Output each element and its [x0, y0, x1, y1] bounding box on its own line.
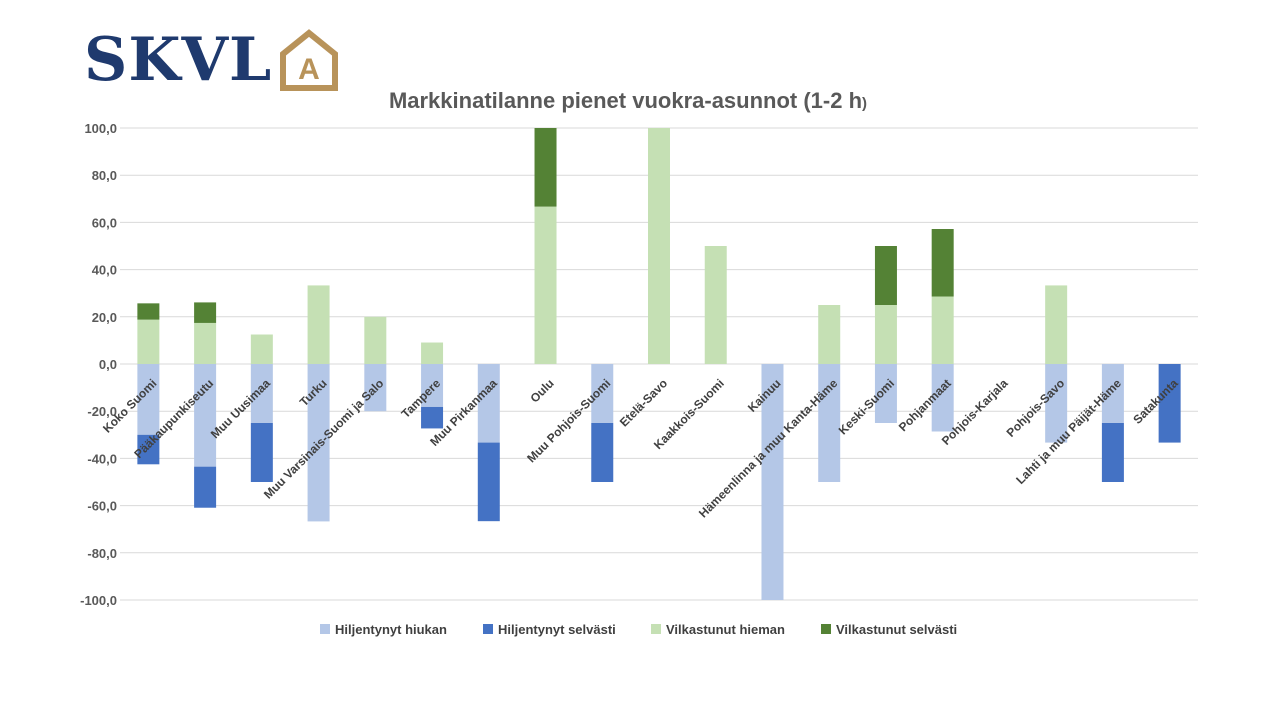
y-tick-label: -80,0	[87, 546, 117, 561]
chart-title: Markkinatilanne pienet vuokra-asunnot (1…	[0, 88, 1256, 114]
bar-segment	[1045, 285, 1068, 364]
bar-segment	[1045, 364, 1068, 443]
chart-title-suffix: )	[862, 95, 868, 112]
bar-segment	[137, 319, 160, 364]
bar-segment	[761, 364, 784, 600]
bar-segment	[931, 364, 954, 432]
bar-segment	[250, 334, 273, 364]
house-logo-icon: A	[280, 29, 339, 91]
bar-segment	[874, 246, 897, 305]
bar-segment	[477, 364, 500, 443]
bar-segment	[194, 364, 217, 467]
legend-swatch	[651, 624, 661, 634]
legend-swatch	[483, 624, 493, 634]
y-tick-label: 80,0	[92, 168, 117, 183]
bar-segment	[194, 322, 217, 364]
bar-segment	[704, 246, 727, 364]
bar-segment	[648, 128, 670, 364]
bars	[137, 128, 1181, 600]
bar-segment	[421, 406, 444, 429]
legend-label: Hiljentynyt hiukan	[335, 622, 447, 637]
bar-segment	[250, 364, 273, 423]
bar-segment	[421, 364, 444, 407]
y-tick-label: 100,0	[84, 121, 117, 136]
legend-swatch	[320, 624, 330, 634]
bar-segment	[364, 316, 387, 364]
category-label: Etelä-Savo	[617, 376, 670, 429]
bar-segment	[250, 423, 273, 482]
legend-label: Vilkastunut selvästi	[836, 622, 957, 637]
bar-segment	[194, 302, 217, 323]
legend: Hiljentynyt hiukan Hiljentynyt selvästi Vi…	[320, 622, 957, 637]
chart-title-main: Markkinatilanne pienet vuokra-asunnot (1…	[388, 88, 863, 113]
y-tick-label: -20,0	[87, 404, 117, 419]
bar-segment	[874, 364, 897, 423]
y-tick-label: 0,0	[99, 357, 117, 372]
bar-segment	[307, 364, 330, 522]
bar-segment	[194, 466, 217, 508]
bar-segment	[818, 364, 841, 482]
bar-segment	[931, 229, 954, 297]
bar-segment	[477, 442, 500, 522]
logo-mark-letter: A	[298, 53, 320, 86]
bar-segment	[137, 364, 160, 435]
bar-segment	[307, 285, 330, 364]
logo-text: SKVL	[84, 25, 273, 95]
bar-segment	[1101, 423, 1124, 482]
bar-segment	[931, 296, 954, 364]
legend-label: Hiljentynyt selvästi	[498, 622, 616, 637]
skvl-logo: SKVL A	[84, 28, 340, 92]
y-tick-label: -100,0	[80, 593, 117, 608]
bar-segment	[1158, 364, 1181, 443]
bar-segment	[591, 364, 614, 423]
category-label: Oulu	[527, 376, 556, 405]
y-tick-label: -60,0	[87, 499, 117, 514]
bar-segment	[874, 305, 897, 364]
y-tick-label: 60,0	[92, 215, 117, 230]
y-axis-ticks: 100,0 80,0 60,0 40,0 20,0 0,0 -20,0 -40,0 -60,0 -…	[80, 121, 117, 608]
bar-segment	[1101, 364, 1124, 423]
bar-segment	[534, 128, 557, 207]
bar-segment	[137, 434, 160, 465]
legend-swatch	[821, 624, 831, 634]
bar-segment	[137, 303, 160, 320]
bar-segment	[534, 206, 557, 364]
bar-segment	[421, 342, 444, 364]
legend-label: Vilkastunut hieman	[666, 622, 785, 637]
bar-segment	[818, 305, 841, 364]
y-tick-label: -40,0	[87, 451, 117, 466]
bar-segment	[364, 364, 387, 412]
y-tick-label: 20,0	[92, 310, 117, 325]
bar-segment	[591, 423, 614, 482]
y-tick-label: 40,0	[92, 263, 117, 278]
